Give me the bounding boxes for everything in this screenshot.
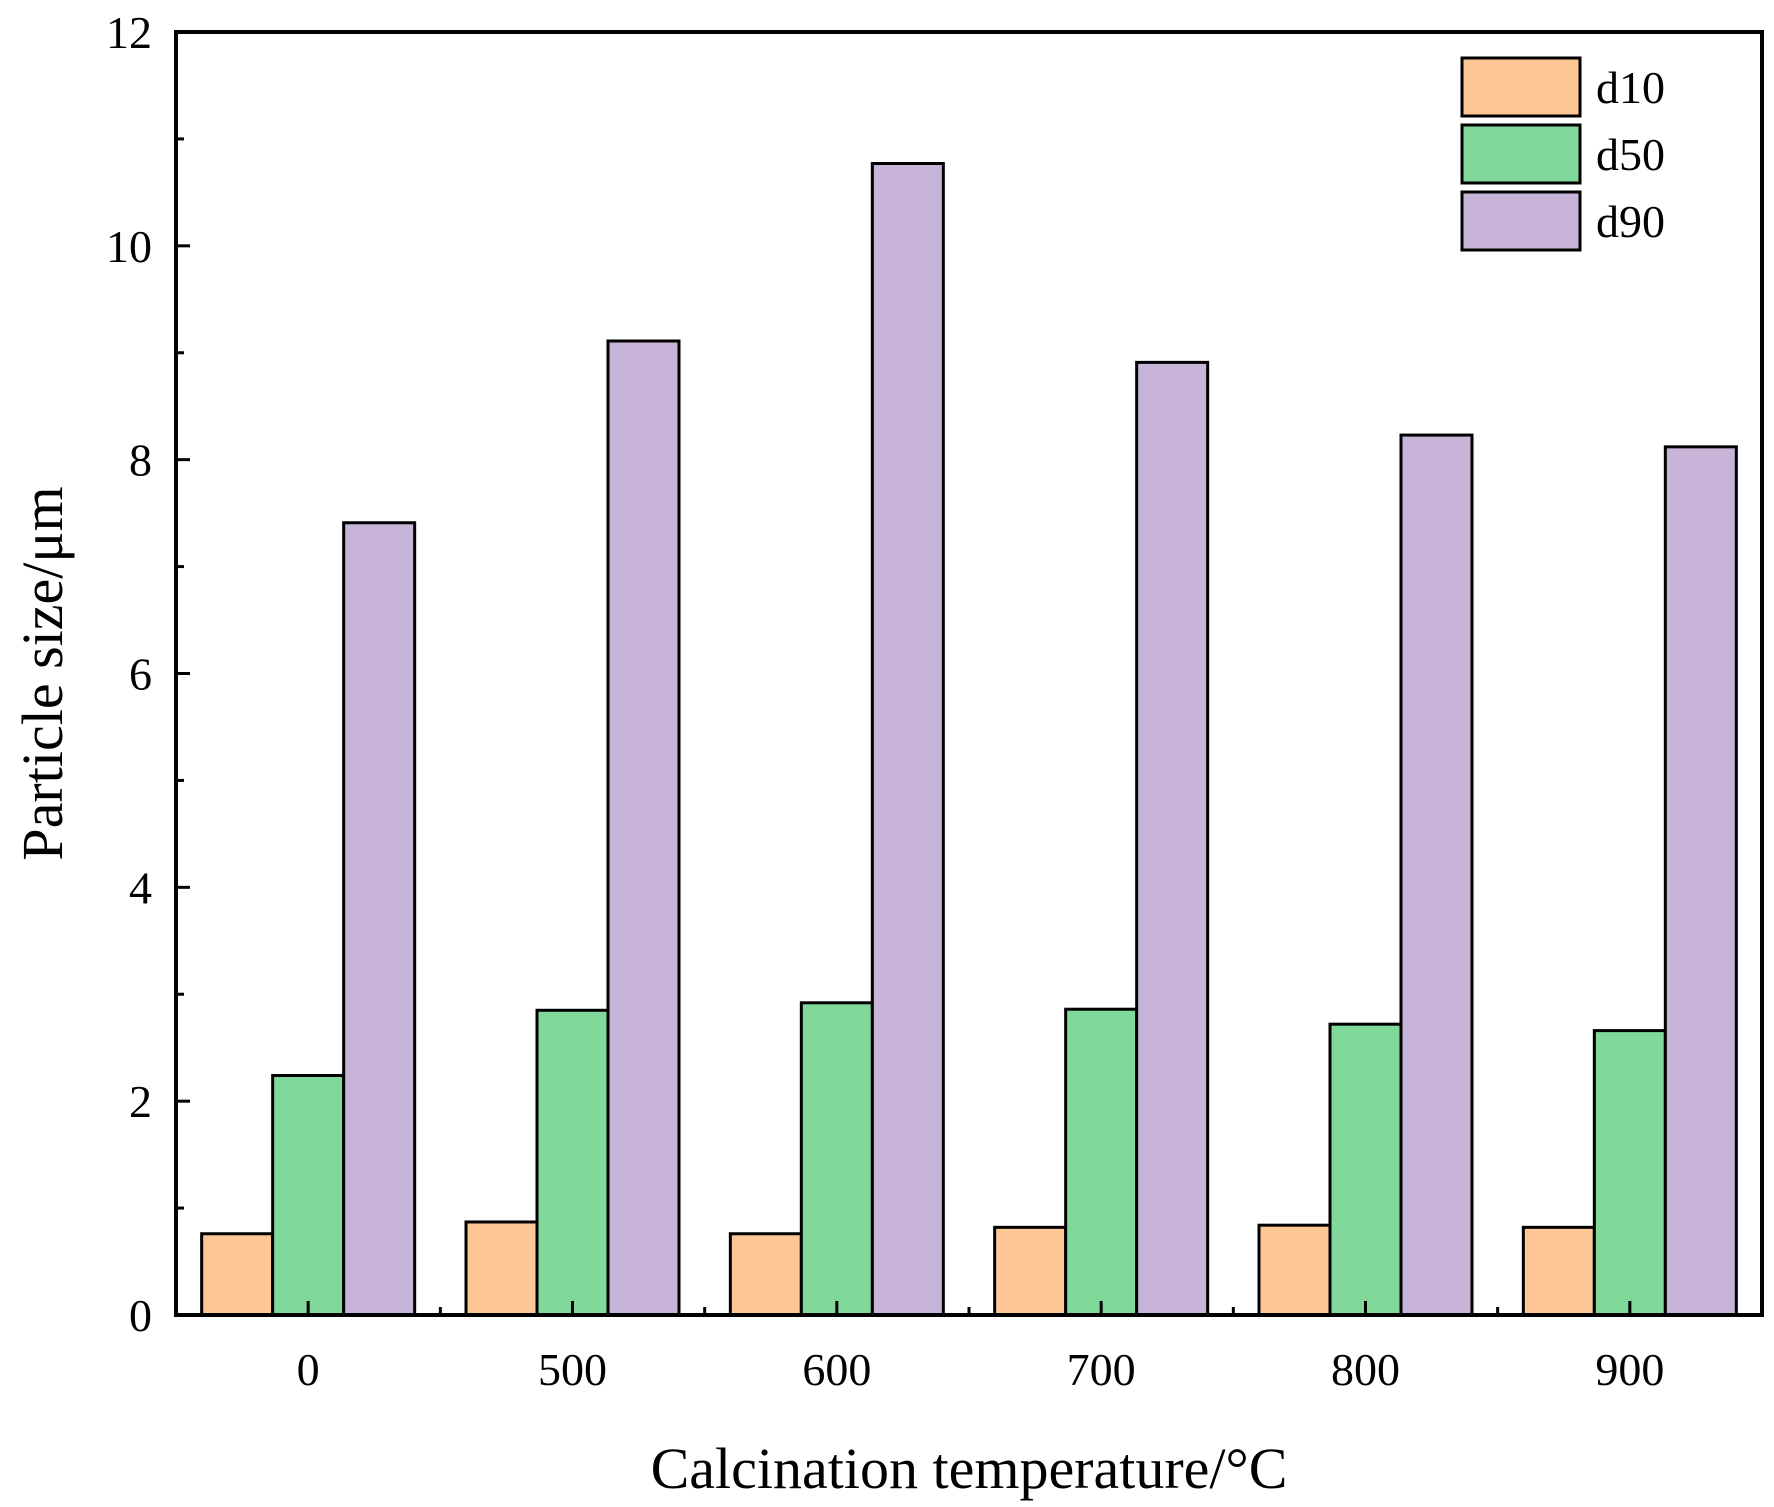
bar-d10-500 [464, 1220, 539, 1317]
y-tick-label: 2 [129, 1076, 152, 1127]
bar-d90-500 [606, 339, 681, 1317]
x-tick-label: 600 [802, 1344, 871, 1395]
bar-d50-800 [1328, 1022, 1403, 1317]
y-tick-label: 6 [129, 649, 152, 700]
bar-d90-0 [342, 521, 417, 1317]
legend-label-d90: d90 [1596, 196, 1665, 247]
y-tick-label: 12 [106, 7, 152, 58]
bar-d10-600 [728, 1232, 803, 1317]
y-tick-label: 10 [106, 221, 152, 272]
ticks-layer: 0 2 4 6 8 10 12 0 500 600 700 800 900 [106, 7, 1664, 1395]
x-tick-label: 700 [1067, 1344, 1136, 1395]
y-tick-label: 0 [129, 1290, 152, 1341]
plot-area-frame [174, 30, 1764, 1317]
x-tick-label: 0 [297, 1344, 320, 1395]
bar-d10-900 [1521, 1225, 1596, 1317]
legend-swatch-d10 [1460, 56, 1582, 118]
bar-d50-700 [1064, 1007, 1139, 1317]
bar-d10-800 [1257, 1223, 1332, 1317]
bar-d90-800 [1399, 433, 1474, 1317]
bar-d50-600 [799, 1001, 874, 1317]
x-axis-title: Calcination temperature/°C [651, 1436, 1288, 1501]
bar-d90-600 [870, 162, 945, 1317]
x-tick-label: 500 [538, 1344, 607, 1395]
bar-d10-700 [993, 1225, 1068, 1317]
bars-layer [200, 162, 1738, 1317]
bar-d10-0 [200, 1232, 275, 1317]
bar-d50-900 [1592, 1029, 1667, 1317]
y-tick-label: 4 [129, 862, 152, 913]
legend-label-d50: d50 [1596, 129, 1665, 180]
bar-d90-900 [1663, 445, 1738, 1317]
y-tick-label: 8 [129, 435, 152, 486]
y-axis-title: Particle size/μm [10, 486, 75, 860]
legend: d10 d50 d90 [1460, 56, 1665, 252]
x-tick-label: 900 [1595, 1344, 1664, 1395]
x-tick-label: 800 [1331, 1344, 1400, 1395]
bar-d50-500 [535, 1008, 610, 1317]
legend-label-d10: d10 [1596, 62, 1665, 113]
legend-swatch-d50 [1460, 123, 1582, 185]
legend-swatch-d90 [1460, 190, 1582, 252]
bar-d50-0 [271, 1074, 346, 1317]
bar-d90-700 [1135, 360, 1210, 1317]
